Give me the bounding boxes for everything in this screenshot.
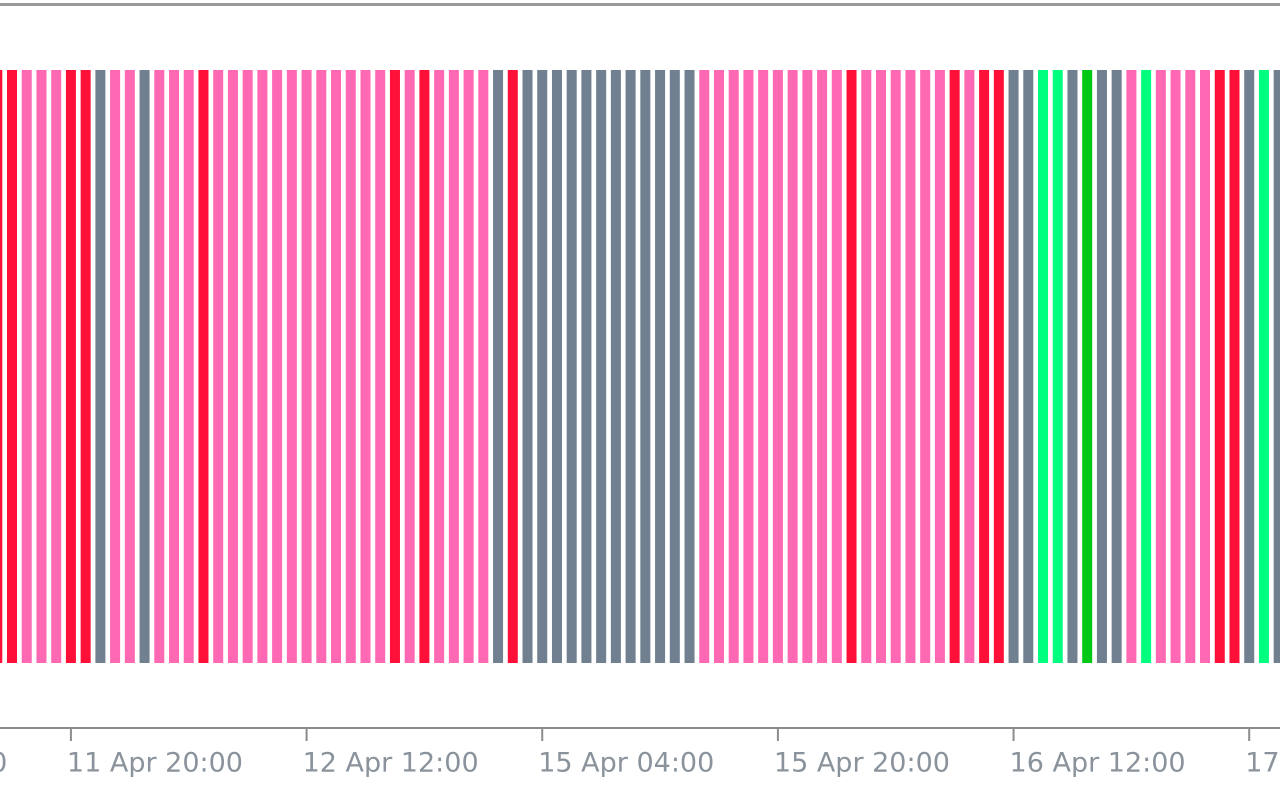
bar: [713, 70, 724, 663]
bar: [110, 70, 121, 663]
bar: [1185, 70, 1196, 663]
bar: [345, 70, 356, 663]
bar: [360, 70, 371, 663]
bar: [684, 70, 695, 663]
bar: [389, 70, 400, 663]
x-tick-label: 16 Apr 12:00: [1010, 748, 1186, 779]
bar: [301, 70, 312, 663]
bar: [831, 70, 842, 663]
bar: [1038, 70, 1049, 663]
bar: [0, 70, 3, 663]
bar: [1111, 70, 1122, 663]
bar: [1244, 70, 1255, 663]
bar: [1229, 70, 1240, 663]
bar: [183, 70, 194, 663]
bar: [934, 70, 945, 663]
bar: [875, 70, 887, 663]
bar: [1214, 70, 1225, 663]
bar: [1052, 70, 1063, 663]
bar: [743, 70, 754, 663]
bar: [65, 70, 76, 663]
bar: [669, 70, 680, 663]
x-tick-label: 12 Apr 12:00: [303, 748, 479, 779]
bar: [434, 70, 445, 663]
bar: [51, 70, 62, 663]
bar: [404, 70, 415, 663]
x-tick-label: 11 Apr 04:00: [0, 748, 7, 779]
bar: [1141, 70, 1152, 663]
bar: [493, 70, 504, 663]
bar: [920, 70, 931, 663]
bar: [846, 70, 857, 663]
bar: [257, 70, 268, 663]
bar: [331, 70, 342, 663]
bar: [507, 70, 518, 663]
bar: [1126, 70, 1137, 663]
bar: [1082, 70, 1093, 663]
bar: [610, 70, 621, 663]
bar: [213, 70, 224, 663]
bar: [728, 70, 739, 663]
bar: [1273, 70, 1280, 663]
bar: [478, 70, 489, 663]
bar: [463, 70, 474, 663]
bar: [861, 70, 872, 663]
bar: [227, 70, 238, 663]
bar: [699, 70, 710, 663]
bar: [655, 70, 666, 663]
bar: [242, 70, 253, 663]
bar: [272, 70, 283, 663]
bar: [566, 70, 577, 663]
bar: [581, 70, 592, 663]
bar: [964, 70, 975, 663]
bar: [640, 70, 651, 663]
bar: [537, 70, 548, 663]
bar: [817, 70, 828, 663]
bar: [1258, 70, 1269, 663]
bar: [772, 70, 783, 663]
bar: [993, 70, 1004, 663]
x-axis-line: [0, 727, 1280, 729]
bar: [169, 70, 180, 663]
bar: [198, 70, 209, 663]
bar: [758, 70, 769, 663]
bar: [1023, 70, 1034, 663]
bar: [6, 70, 18, 663]
bar: [139, 70, 150, 663]
bar: [80, 70, 91, 663]
x-tick-label: 17 Apr 04:00: [1245, 748, 1280, 779]
bar: [979, 70, 990, 663]
x-tick-label: 11 Apr 20:00: [67, 748, 243, 779]
bar: [95, 70, 106, 663]
bar: [286, 70, 297, 663]
bar: [419, 70, 430, 663]
bar: [36, 70, 47, 663]
bar: [316, 70, 327, 663]
bar: [375, 70, 386, 663]
bar: [1170, 70, 1181, 663]
bar: [905, 70, 916, 663]
bar: [802, 70, 813, 663]
bar: [551, 70, 562, 663]
bar: [448, 70, 459, 663]
bar: [1067, 70, 1078, 663]
bar: [1008, 70, 1019, 663]
bar: [21, 70, 32, 663]
top-border: [0, 3, 1280, 6]
bar: [890, 70, 901, 663]
bar: [154, 70, 165, 663]
bar: [949, 70, 960, 663]
bar: [124, 70, 135, 663]
bar: [522, 70, 533, 663]
bar: [625, 70, 636, 663]
bar: [596, 70, 607, 663]
bar: [787, 70, 798, 663]
x-tick-label: 15 Apr 20:00: [774, 748, 950, 779]
x-tick-label: 15 Apr 04:00: [538, 748, 714, 779]
bar: [1096, 70, 1107, 663]
bar: [1200, 70, 1211, 663]
bar: [1155, 70, 1166, 663]
